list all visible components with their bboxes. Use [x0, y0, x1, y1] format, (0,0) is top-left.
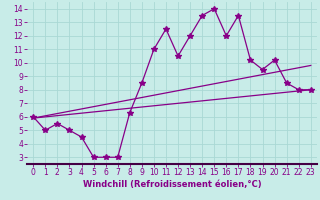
X-axis label: Windchill (Refroidissement éolien,°C): Windchill (Refroidissement éolien,°C) [83, 180, 261, 189]
